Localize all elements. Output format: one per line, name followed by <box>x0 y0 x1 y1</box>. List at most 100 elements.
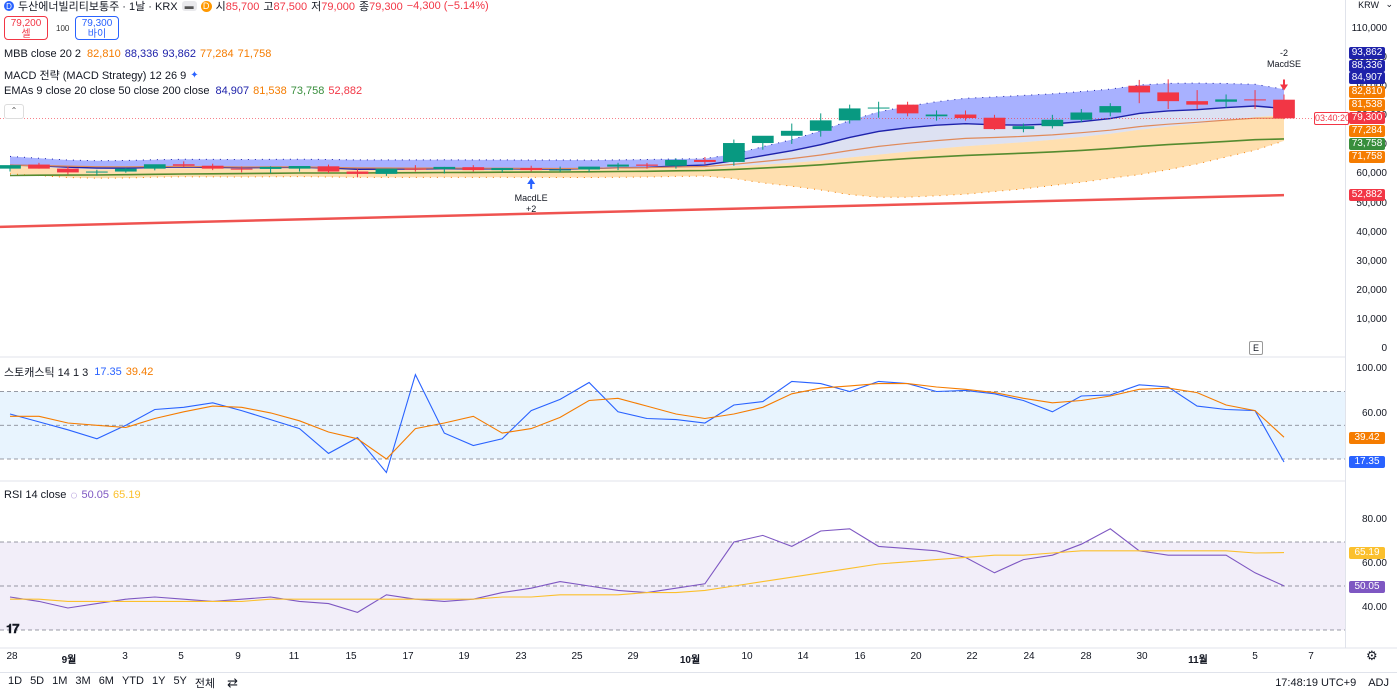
legend-ema[interactable]: EMAs 9 close 20 close 50 close 200 close… <box>4 85 363 97</box>
candle <box>983 114 1006 130</box>
price-tag: 77,284 <box>1349 125 1385 137</box>
candle-body <box>201 165 224 169</box>
time-tick: 30 <box>1136 651 1148 662</box>
legend-macd-strategy[interactable]: MACD 전략 (MACD Strategy) 12 26 9 ✦ <box>4 69 199 83</box>
legend-mbb[interactable]: MBB close 20 2 82,810 88,336 93,862 77,2… <box>4 48 272 60</box>
range-button-4[interactable]: 6M <box>98 674 114 687</box>
collapse-legend-button[interactable]: ⌃ <box>4 104 24 119</box>
candle <box>520 165 543 172</box>
ohlc-close: 종79,300 <box>358 1 403 13</box>
time-tick: 25 <box>571 651 583 662</box>
ohlc-open: 시85,700 <box>215 1 260 13</box>
candle <box>549 166 571 173</box>
ema-200-line <box>0 193 1285 229</box>
candle <box>1128 79 1151 104</box>
time-tick: 10 <box>741 651 753 662</box>
price-tick: 0 <box>1381 343 1387 354</box>
candle-body <box>230 168 253 170</box>
bottom-toolbar: 1D 5D 1M 3M 6M YTD 1Y 5Y 전체 ⇄ 17:48:19 UTC+9 ADJ <box>0 672 1397 692</box>
candle <box>954 110 977 121</box>
candle-body <box>404 168 427 170</box>
settings-gear-icon[interactable]: ⚙ <box>1366 648 1378 663</box>
earnings-marker[interactable]: E <box>1249 341 1263 355</box>
candle <box>636 162 658 169</box>
stoch-tick: 100.00 <box>1356 363 1387 374</box>
date-range-icon[interactable]: ⇄ <box>227 674 239 690</box>
ohlc-low: 저79,000 <box>311 1 355 13</box>
candle-body <box>433 166 456 169</box>
stoch-tag: 39.42 <box>1349 432 1385 444</box>
time-tick: 3 <box>122 651 128 662</box>
symbol-logo-icon: D <box>4 1 14 11</box>
candle <box>201 163 224 171</box>
candle-body <box>809 120 832 131</box>
candle-body <box>1099 106 1122 113</box>
candle <box>780 123 803 144</box>
candle-body <box>838 108 861 121</box>
candle <box>694 157 716 165</box>
candle-body <box>578 166 600 170</box>
candle-body <box>114 168 137 172</box>
time-tick: 17 <box>402 651 414 662</box>
candle-body <box>0 165 21 169</box>
time-tick: 28 <box>1080 651 1092 662</box>
range-button-1[interactable]: 5D <box>30 674 45 687</box>
candle <box>462 165 485 172</box>
buy-button[interactable]: 79,300 바이 <box>75 16 119 40</box>
price-tick: 110,000 <box>1351 23 1387 34</box>
range-button-7[interactable]: 5Y <box>173 674 187 687</box>
candle <box>1186 90 1208 109</box>
candle <box>433 166 456 174</box>
adjust-button[interactable]: ADJ <box>1368 676 1389 689</box>
currency-label[interactable]: KRW <box>1358 0 1379 10</box>
currency-chevron-icon[interactable]: ⌄ <box>1385 0 1393 9</box>
range-button-6[interactable]: 1Y <box>151 674 166 687</box>
bb-lower-line <box>9 140 1285 198</box>
candle <box>28 162 50 169</box>
range-button-2[interactable]: 1M <box>52 674 68 687</box>
candle <box>0 165 21 172</box>
candle-body <box>172 164 195 166</box>
range-button-3[interactable]: 3M <box>75 674 91 687</box>
candle-body <box>1012 126 1035 130</box>
candle <box>896 101 919 117</box>
stoch-tick: 60.00 <box>1361 408 1387 419</box>
price-tag: 84,907 <box>1349 72 1385 84</box>
tradingview-logo-icon[interactable]: 𝟏𝟕 <box>6 621 20 636</box>
rsi-tick: 60.00 <box>1361 558 1387 569</box>
symbol-title[interactable]: 두산에너빌리티보통주 · 1날 · KRX <box>18 1 178 13</box>
time-tick: 9월 <box>61 655 77 666</box>
candle-body <box>1157 92 1180 102</box>
candle <box>317 164 340 173</box>
rsi-line-1 <box>10 550 1285 602</box>
time-tick: 9 <box>235 651 241 662</box>
candle-body <box>780 130 803 136</box>
rsi-tag: 50.05 <box>1349 581 1385 593</box>
stoch-line-1 <box>10 383 1285 460</box>
candle <box>375 168 398 176</box>
order-quantity[interactable]: 100 <box>56 24 70 33</box>
range-button-5[interactable]: YTD <box>121 674 144 687</box>
candle <box>1012 123 1035 133</box>
range-button-0[interactable]: 1D <box>8 674 23 687</box>
candle-body <box>86 171 108 173</box>
candle <box>404 165 427 172</box>
ema-50-line <box>9 138 1285 177</box>
long-arrow-icon <box>527 178 536 189</box>
candle <box>57 166 79 175</box>
clock-time[interactable]: 17:48:19 UTC+9 <box>1275 676 1357 689</box>
candle-body <box>1186 101 1208 105</box>
candle-body <box>925 114 948 117</box>
sell-button[interactable]: 79,200 셀 <box>4 16 48 40</box>
bb-upper-fill <box>10 83 1284 170</box>
time-tick: 5 <box>1252 651 1258 662</box>
range-button-8[interactable]: 전체 <box>194 677 216 690</box>
candle-body <box>954 114 977 119</box>
legend-rsi[interactable]: RSI 14 close ◌ 50.05 65.19 <box>4 488 141 502</box>
price-tick: 30,000 <box>1356 255 1387 267</box>
legend-stochastic[interactable]: 스토캐스틱 14 1 3 17.35 39.42 <box>4 366 154 379</box>
candle <box>1070 109 1093 123</box>
sparkle-icon[interactable]: ✦ <box>190 69 199 81</box>
candle <box>665 158 687 169</box>
